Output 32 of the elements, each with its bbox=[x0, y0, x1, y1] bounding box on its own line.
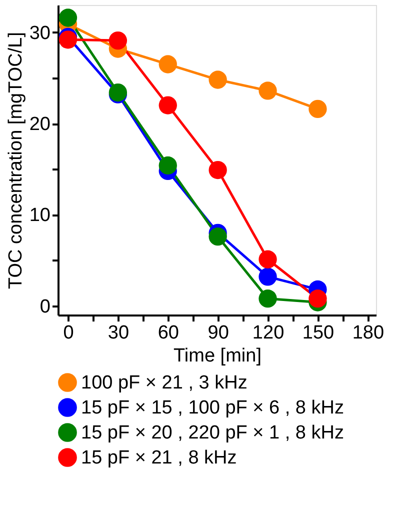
point bbox=[58, 8, 78, 27]
point bbox=[258, 250, 277, 268]
point bbox=[158, 55, 177, 74]
legend-label: 15 pF × 15 , 100 pF × 6 , 8 kHz bbox=[81, 398, 344, 418]
point bbox=[258, 290, 277, 308]
y-axis-title: TOC concentration [mgTOC/L] bbox=[5, 32, 26, 289]
point bbox=[208, 228, 227, 246]
x-tick-label: 60 bbox=[158, 322, 179, 344]
x-tick-label: 120 bbox=[252, 322, 284, 344]
point bbox=[208, 70, 227, 89]
point bbox=[158, 96, 177, 114]
x-tick-label: 150 bbox=[302, 322, 334, 344]
x-tick-label: 180 bbox=[352, 322, 384, 344]
point bbox=[108, 31, 128, 50]
point bbox=[208, 160, 227, 180]
legend-label: 15 pF × 20 , 220 pF × 1 , 8 kHz bbox=[81, 422, 344, 444]
x-tick-label: 0 bbox=[63, 322, 74, 344]
point bbox=[308, 100, 327, 118]
point bbox=[58, 30, 78, 49]
point bbox=[158, 156, 177, 175]
x-tick-label: 90 bbox=[208, 322, 229, 344]
y-tick-label: 20 bbox=[29, 114, 50, 136]
y-tick-label: 30 bbox=[29, 22, 50, 44]
x-tick-label: 30 bbox=[108, 322, 130, 344]
legend-label: 100 pF × 21 , 3 kHz bbox=[81, 372, 248, 394]
y-tick-label: 10 bbox=[29, 205, 50, 226]
legend-label: 15 pF × 21 , 8 kHz bbox=[81, 448, 237, 468]
x-axis-title: Time [min] bbox=[174, 346, 262, 366]
point bbox=[258, 82, 277, 100]
point bbox=[308, 290, 327, 308]
y-tick-label: 0 bbox=[40, 296, 50, 318]
point bbox=[258, 268, 277, 286]
